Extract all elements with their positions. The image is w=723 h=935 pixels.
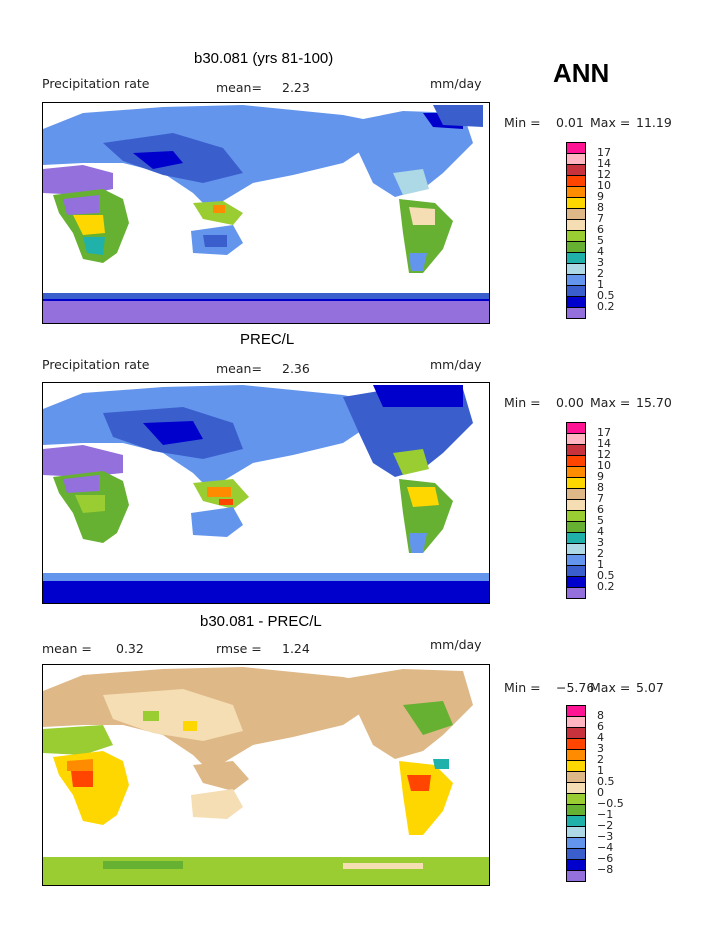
colorbar-tick-label: 4 [597, 525, 604, 538]
panel3-min-value: −5.76 [556, 680, 595, 695]
panel2-mean-label: mean= [216, 361, 262, 376]
colorbar-tick-label: 14 [597, 437, 611, 450]
panel2-max-value: 15.70 [636, 395, 672, 410]
colorbar-tick-label: 1 [597, 558, 604, 571]
panel3-mean-label: mean = [42, 641, 92, 656]
colorbar-tick-label: 5 [597, 234, 604, 247]
panel3-map-svg [43, 667, 489, 885]
panel2-map [42, 382, 490, 604]
colorbar-tick-label: 0.5 [597, 569, 615, 582]
panel1-units: mm/day [430, 76, 482, 91]
colorbar-tick-label: −6 [597, 852, 614, 865]
panel2-units: mm/day [430, 357, 482, 372]
panel2-min-label: Min = [504, 395, 541, 410]
panel1-max-label: Max = [590, 115, 631, 130]
panel2-max-label: Max = [590, 395, 631, 410]
panel3-max-value: 5.07 [636, 680, 664, 695]
colorbar-tick-label: 7 [597, 212, 604, 225]
colorbar-tick-label: −3 [597, 830, 614, 843]
panel1-left-label: Precipitation rate [42, 76, 150, 91]
colorbar-tick-label: 2 [597, 267, 604, 280]
panel1-min-label: Min = [504, 115, 541, 130]
colorbar-tick-label: 12 [597, 448, 611, 461]
panel3-min-label: Min = [504, 680, 541, 695]
panel1-map-svg [43, 105, 489, 323]
panel3-title: b30.081 - PREC/L [200, 613, 322, 630]
colorbar-cell [566, 307, 586, 319]
colorbar-tick-label: 1 [597, 764, 604, 777]
colorbar-tick-label: 14 [597, 157, 611, 170]
colorbar-tick-label: 0.5 [597, 775, 615, 788]
panel2-min-value: 0.00 [556, 395, 584, 410]
panel1-min-value: 0.01 [556, 115, 584, 130]
colorbar-tick-label: 2 [597, 547, 604, 560]
panel1-title: b30.081 (yrs 81-100) [194, 50, 334, 67]
colorbar-tick-label: 6 [597, 223, 604, 236]
colorbar-tick-label: 3 [597, 256, 604, 269]
panel3-units: mm/day [430, 637, 482, 652]
colorbar-tick-label: 3 [597, 536, 604, 549]
colorbar-tick-label: −1 [597, 808, 614, 821]
panel2-left-label: Precipitation rate [42, 357, 150, 372]
colorbar-tick-label: 17 [597, 426, 611, 439]
panel3-rmse-label: rmse = [216, 641, 262, 656]
panel2-title: PREC/L [240, 331, 295, 348]
colorbar-tick-label: 0.5 [597, 289, 615, 302]
colorbar-panel1: 17 14 12 10 9 8 7 6 5 4 3 2 1 0.5 0.2 [566, 142, 615, 319]
colorbar-tick-label: 8 [597, 481, 604, 494]
panel1-max-value: 11.19 [636, 115, 672, 130]
panel2-mean-value: 2.36 [282, 361, 310, 376]
colorbar-tick-label: 8 [597, 709, 604, 722]
colorbar-tick-label: 0 [597, 786, 604, 799]
colorbar-tick-label: 7 [597, 492, 604, 505]
colorbar-tick-label: 9 [597, 470, 604, 483]
colorbar-tick-label: 6 [597, 503, 604, 516]
colorbar-tick-label: 8 [597, 201, 604, 214]
colorbar-tick-label: 5 [597, 514, 604, 527]
colorbar-cell [566, 870, 586, 882]
colorbar-tick-label: 0.2 [597, 300, 615, 313]
panel1-mean-label: mean= [216, 80, 262, 95]
colorbar-tick-label: 3 [597, 742, 604, 755]
panel3-mean-value: 0.32 [116, 641, 144, 656]
colorbar-tick-label: 12 [597, 168, 611, 181]
colorbar-tick-label: −2 [597, 819, 614, 832]
colorbar-tick-label: 9 [597, 190, 604, 203]
colorbar-tick-label: 10 [597, 459, 611, 472]
panel2-map-svg [43, 385, 489, 603]
season-label: ANN [553, 58, 610, 88]
colorbar-tick-label: −8 [597, 863, 614, 876]
panel3-rmse-value: 1.24 [282, 641, 310, 656]
colorbar-tick-label: 4 [597, 731, 604, 744]
colorbar-tick-label: −4 [597, 841, 614, 854]
colorbar-tick-label: 17 [597, 146, 611, 159]
colorbar-tick-label: 2 [597, 753, 604, 766]
panel1-mean-value: 2.23 [282, 80, 310, 95]
colorbar-tick-label: 1 [597, 278, 604, 291]
panel3-max-label: Max = [590, 680, 631, 695]
colorbar-tick-label: −0.5 [597, 797, 624, 810]
colorbar-tick-label: 6 [597, 720, 604, 733]
panel3-map [42, 664, 490, 886]
colorbar-panel2: 17 14 12 10 9 8 7 6 5 4 3 2 1 0.5 0.2 [566, 422, 615, 599]
colorbar-cell [566, 587, 586, 599]
panel1-map [42, 102, 490, 324]
colorbar-panel3: 8 6 4 3 2 1 0.5 0 −0.5 −1 −2 −3 −4 −6 −8 [566, 705, 624, 882]
colorbar-tick-label: 0.2 [597, 580, 615, 593]
colorbar-tick-label: 10 [597, 179, 611, 192]
colorbar-tick-label: 4 [597, 245, 604, 258]
